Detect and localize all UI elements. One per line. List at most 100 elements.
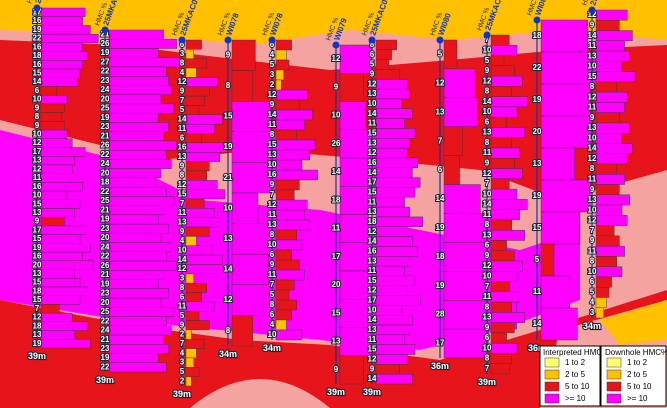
sample-bar: [40, 269, 75, 279]
sample-bar: [490, 75, 523, 87]
sample-bar: [375, 354, 408, 365]
sample-label: 12: [178, 180, 187, 189]
sample-bar: [490, 147, 520, 159]
sample-bar: [375, 246, 418, 257]
sample-label: 6: [180, 40, 185, 49]
sample-bar: [108, 334, 164, 345]
sample-bar: [275, 189, 295, 201]
sample-label: 3: [590, 308, 595, 317]
sample-label: 19: [533, 191, 542, 200]
sample-bar: [595, 225, 615, 237]
depth-label: 34m: [263, 343, 281, 353]
sample-label: 13: [224, 234, 233, 243]
sample-label: 14: [368, 315, 377, 324]
sample-bar: [231, 100, 272, 132]
sample-label: 13: [368, 89, 377, 98]
sample-bar: [108, 29, 164, 40]
sample-label: 18: [33, 321, 42, 330]
sample-bar: [185, 339, 205, 349]
sample-label: 9: [590, 236, 595, 245]
sample-label: 22: [101, 362, 110, 371]
sample-bar: [339, 101, 367, 130]
collar: [483, 31, 491, 39]
sample-label: 16: [368, 158, 377, 167]
sample-bar: [375, 275, 416, 286]
sample-label: 17: [436, 339, 445, 348]
sample-bar: [275, 199, 308, 211]
sample-bar: [339, 327, 374, 356]
sample-bar: [275, 129, 297, 141]
sample-label: 12: [268, 90, 277, 99]
sample-label: 9: [180, 227, 185, 236]
sample-label: 13: [368, 138, 377, 147]
sample-label: 8: [270, 130, 275, 139]
sample-bar: [185, 236, 197, 246]
sample-bar: [540, 243, 555, 277]
sample-label: 16: [33, 182, 42, 191]
sample-label: 12: [368, 148, 377, 157]
sample-bar: [375, 39, 397, 51]
sample-label: 12: [588, 92, 597, 101]
sample-label: 11: [268, 270, 277, 279]
sample-bar: [275, 109, 313, 121]
sample-label: 26: [332, 139, 341, 148]
sample-label: 16: [33, 16, 42, 25]
sample-bar: [490, 229, 525, 241]
sample-bar: [275, 309, 292, 321]
depth-label: 34m: [583, 321, 601, 331]
sample-bar: [595, 122, 630, 134]
sample-label: 11: [268, 120, 277, 129]
sample-bar: [375, 167, 413, 178]
legend-label: 1 to 2: [565, 358, 586, 367]
sample-label: 11: [483, 210, 492, 219]
sample-bar: [108, 186, 167, 197]
sample-bar: [595, 40, 625, 52]
sample-label: 19: [101, 279, 110, 288]
sample-bar: [375, 138, 410, 149]
sample-bar: [185, 273, 195, 284]
sample-bar: [339, 214, 369, 243]
sample-label: 7: [485, 282, 490, 291]
sample-label: 6: [485, 117, 490, 126]
sample-bar: [185, 114, 223, 125]
sample-bar: [595, 143, 633, 154]
sample-bar: [490, 116, 507, 128]
sample-bar: [40, 86, 57, 96]
sample-bar: [375, 265, 405, 277]
sample-bar: [490, 342, 518, 354]
sample-label: 9: [35, 103, 40, 112]
sample-bar: [275, 69, 285, 81]
sample-bar: [108, 196, 175, 206]
sample-bar: [108, 85, 172, 95]
sample-bar: [595, 297, 607, 308]
sample-bar: [40, 129, 68, 139]
sample-label: 22: [533, 63, 542, 72]
sample-bar: [108, 76, 169, 86]
sample-bar: [375, 206, 410, 218]
sample-bar: [185, 282, 207, 293]
sample-bar: [108, 168, 162, 179]
sample-bar: [108, 48, 159, 58]
sample-label: 9: [270, 180, 275, 189]
sample-bar: [275, 139, 316, 151]
sample-label: 10: [483, 46, 492, 55]
sample-label: 10: [588, 62, 597, 71]
sample-label: 15: [33, 68, 42, 77]
sample-label: 3: [180, 49, 185, 58]
sample-label: 14: [436, 194, 445, 203]
sample-bar: [490, 106, 518, 118]
sample-bar: [108, 122, 169, 132]
sample-bar: [40, 173, 70, 183]
sample-label: 15: [33, 199, 42, 208]
sample-label: 9: [35, 121, 40, 130]
sample-label: 12: [368, 227, 377, 236]
sample-label: 7: [270, 190, 275, 199]
sample-bar: [275, 149, 310, 161]
sample-bar: [375, 177, 421, 188]
sample-bar: [490, 127, 525, 138]
sample-bar: [339, 355, 364, 385]
sample-label: 14: [483, 97, 492, 106]
sample-label: 8: [370, 40, 375, 49]
legend-label: 2 to 5: [565, 370, 586, 379]
collar: [101, 26, 109, 34]
